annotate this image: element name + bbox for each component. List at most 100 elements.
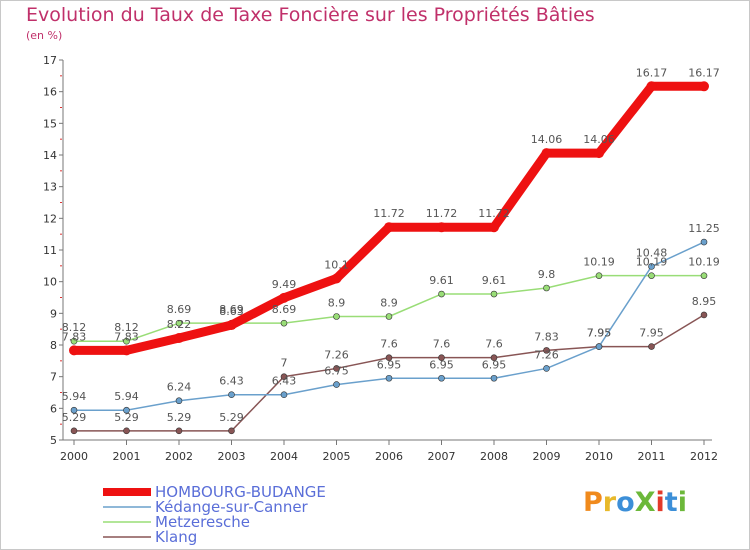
data-label: 6.43: [272, 375, 297, 388]
data-point: [594, 148, 604, 159]
data-point: [595, 272, 603, 279]
chart-axes: 5 6 7 8 9 10 11 12 13 14 15 16 17 2000 2001 2002 2003 200…: [43, 54, 718, 463]
x-tick-label: 2004: [270, 450, 298, 463]
data-labels: 5.29 5.29 5.29 5.29 7 7.26 7.6 7.6 7.6 7.83 7.95 7.…: [62, 66, 720, 424]
logo-letter: P: [583, 487, 603, 518]
x-tick-label: 2005: [323, 450, 351, 463]
data-label: 10.1: [324, 259, 349, 272]
data-point: [123, 406, 130, 414]
data-point: [70, 406, 78, 414]
data-point: [541, 148, 552, 159]
data-point: [174, 333, 184, 344]
data-label: 8.69: [272, 303, 297, 316]
data-label: 6.43: [219, 375, 244, 388]
x-tick-label: 2009: [533, 450, 561, 463]
y-tick-label: 16: [43, 86, 57, 99]
data-label: 11.72: [426, 207, 458, 220]
data-point: [438, 374, 445, 382]
data-label: 5.29: [219, 411, 244, 424]
data-label: 8.22: [167, 318, 192, 331]
data-label: 8.63: [219, 305, 244, 318]
data-label: 5.94: [114, 390, 139, 403]
logo-letter: i: [655, 487, 665, 518]
data-point: [280, 391, 288, 399]
data-label: 6.95: [377, 358, 402, 371]
logo-letter: i: [677, 487, 687, 518]
legend-label: HOMBOURG-BUDANGE: [155, 483, 326, 501]
data-label: 7.6: [380, 338, 398, 351]
data-label: 11.25: [688, 222, 720, 235]
y-tick-label: 5: [50, 434, 57, 447]
y-tick-label: 9: [50, 307, 57, 320]
x-tick-label: 2000: [60, 450, 88, 463]
data-label: 7: [281, 357, 288, 370]
data-point: [123, 337, 130, 345]
data-label: 5.29: [62, 411, 87, 424]
legend-label: Klang: [155, 528, 197, 546]
data-point: [648, 263, 655, 270]
data-label: 7.83: [114, 330, 139, 343]
y-tick-label: 6: [50, 402, 57, 415]
data-point: [385, 374, 393, 382]
y-tick-label: 12: [43, 212, 57, 225]
data-label: 10.19: [636, 256, 668, 269]
data-label: 7.95: [587, 327, 612, 340]
data-point: [699, 81, 709, 92]
data-point: [385, 354, 393, 361]
x-tick-label: 2010: [585, 450, 613, 463]
data-label: 9.8: [538, 268, 556, 281]
x-tick-label: 2001: [113, 450, 141, 463]
y-tick-label: 7: [50, 371, 57, 384]
data-point: [700, 311, 708, 319]
data-label: 11.72: [478, 207, 510, 220]
data-label: 8.69: [167, 303, 192, 316]
data-point: [543, 347, 550, 354]
data-label: 8.12: [114, 321, 139, 334]
data-label: 7.95: [639, 327, 664, 340]
data-point: [648, 272, 655, 279]
data-point: [543, 365, 550, 372]
chart-legend: HOMBOURG-BUDANGEKédange-sur-CannerMetzer…: [103, 483, 326, 546]
data-point: [228, 427, 235, 435]
data-label: 5.29: [114, 411, 139, 424]
data-label: 9.49: [272, 278, 297, 291]
data-label: 8.12: [62, 321, 87, 334]
y-tick-label: 11: [43, 244, 57, 257]
data-label: 10.19: [688, 256, 720, 269]
data-point: [280, 319, 288, 327]
data-point: [700, 238, 708, 246]
data-label: 7.95: [587, 327, 612, 340]
data-label: 8.69: [219, 303, 244, 316]
data-label: 14.06: [583, 133, 615, 146]
data-point: [70, 337, 78, 345]
data-point: [648, 343, 655, 350]
data-point: [331, 273, 342, 284]
y-tick-label: 17: [43, 54, 57, 67]
data-label: 6.75: [324, 365, 349, 378]
proxiti-logo: ProXiti: [583, 487, 687, 518]
data-point: [333, 365, 340, 372]
data-point: [490, 290, 498, 298]
data-point: [175, 319, 183, 327]
data-point: [333, 313, 340, 320]
data-label: 5.29: [167, 411, 192, 424]
y-tick-label: 13: [43, 181, 57, 194]
data-point: [438, 354, 445, 361]
data-label: 8.95: [692, 295, 717, 308]
data-label: 10.48: [636, 246, 668, 259]
data-point: [489, 222, 499, 233]
data-label: 7.26: [324, 348, 349, 361]
data-label: 7.83: [534, 330, 559, 343]
logo-letter: o: [616, 487, 635, 518]
data-point: [543, 284, 550, 292]
logo-letter: r: [602, 487, 617, 518]
data-label: 9.61: [482, 274, 507, 287]
y-tick-label: 14: [43, 149, 57, 162]
data-point: [69, 345, 79, 356]
y-tick-label: 15: [43, 117, 57, 130]
y-tick-label: 8: [50, 339, 57, 352]
data-point: [123, 427, 130, 435]
data-label: 7.6: [433, 338, 451, 351]
data-point: [70, 427, 78, 435]
data-point: [646, 81, 657, 92]
